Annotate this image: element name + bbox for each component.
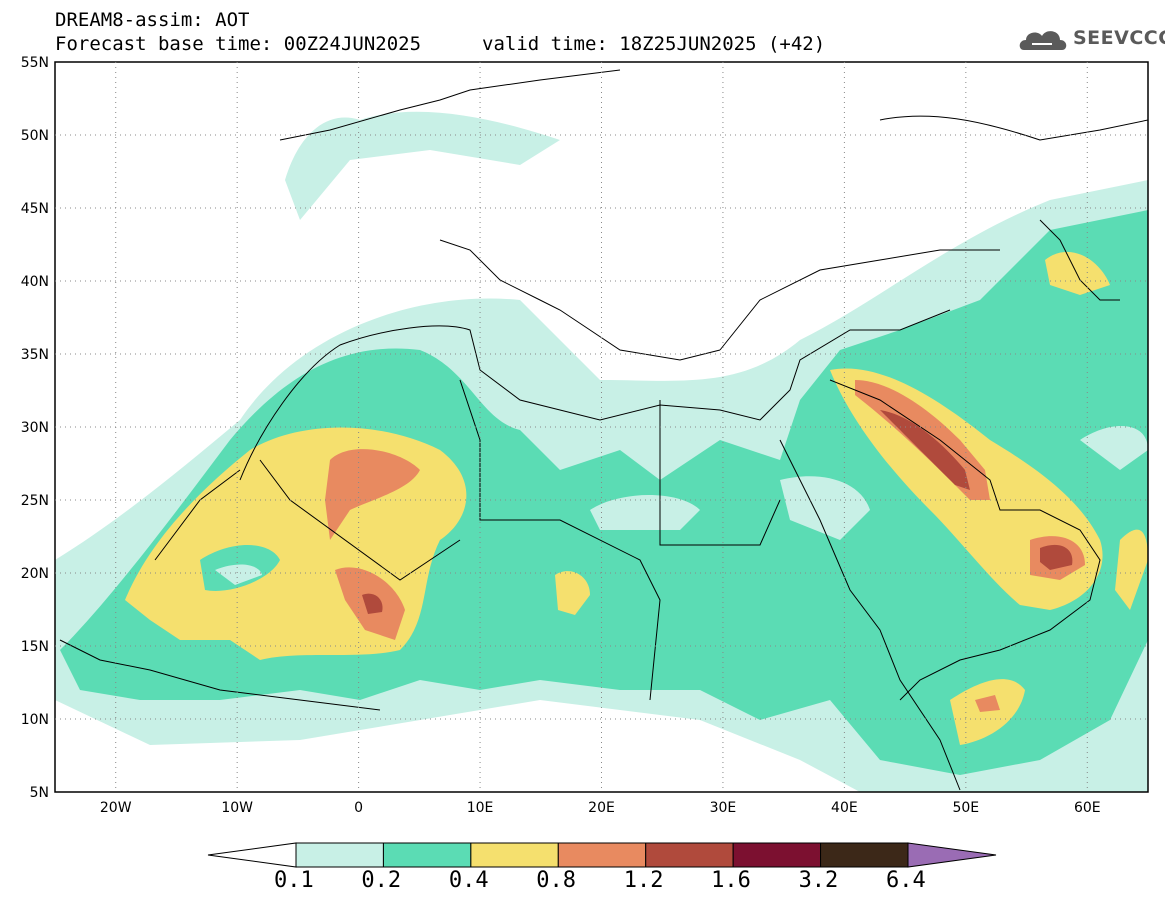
valid-time: valid time: 18Z25JUN2025 (+42) xyxy=(482,33,826,55)
forecast-base-time: Forecast base time: 00Z24JUN2025 xyxy=(55,33,422,55)
logo-text: SEEVCCC xyxy=(1073,27,1165,49)
lon-label: 60E xyxy=(1074,800,1101,816)
colorbar-bin xyxy=(732,842,822,868)
aot-band-0.4-chad xyxy=(555,571,590,615)
colorbar-bin xyxy=(295,842,384,868)
colorbar xyxy=(207,842,997,868)
lon-label: 0 xyxy=(354,800,363,816)
colorbar-upper-extend xyxy=(907,842,997,868)
aot-band-0.8-sahara xyxy=(325,449,420,540)
lat-label: 55N xyxy=(21,55,49,71)
lat-label: 25N xyxy=(21,493,49,509)
colorbar-label: 6.4 xyxy=(886,868,926,893)
colorbar-label: 0.2 xyxy=(361,868,402,893)
colorbar-lower-extend xyxy=(207,842,297,868)
colorbar-bin xyxy=(645,842,734,868)
cloud-icon xyxy=(1019,31,1067,50)
graticule xyxy=(55,62,1148,792)
longitude-labels: 20W 10W 0 10E 20E 30E 40E 50E 60E xyxy=(100,800,1101,816)
lon-label: 20W xyxy=(100,800,132,816)
colorbar-label: 1.2 xyxy=(623,868,664,893)
colorbar-label: 0.8 xyxy=(536,868,577,893)
colorbar-bin xyxy=(470,842,559,868)
aot-band-0.4-east xyxy=(1115,529,1148,610)
lat-label: 10N xyxy=(21,712,49,728)
colorbar-label: 0.1 xyxy=(274,868,314,893)
lon-label: 30E xyxy=(710,800,737,816)
map-title: DREAM8-assim: AOT xyxy=(55,9,250,31)
lon-label: 10E xyxy=(467,800,494,816)
lon-label: 50E xyxy=(952,800,979,816)
aot-band-0.8-somalia xyxy=(975,695,1000,712)
coastlines xyxy=(59,69,1148,791)
colorbar-bin xyxy=(557,842,647,868)
lat-label: 40N xyxy=(21,274,49,290)
lat-label: 30N xyxy=(21,420,49,436)
lat-label: 35N xyxy=(21,347,49,363)
lat-label: 45N xyxy=(21,201,49,217)
colorbar-label: 1.6 xyxy=(711,868,751,893)
colorbar-bin xyxy=(382,842,472,868)
colorbar-bin xyxy=(820,842,909,868)
lat-label: 20N xyxy=(21,566,49,582)
latitude-labels: 55N 50N 45N 40N 35N 30N 25N 20N 15N 10N 5N xyxy=(21,55,49,801)
lon-label: 40E xyxy=(831,800,858,816)
lon-label: 10W xyxy=(221,800,253,816)
lat-label: 50N xyxy=(21,128,49,144)
aot-band-0.4-somalia xyxy=(950,679,1025,745)
aot-band-0.1-north xyxy=(285,111,560,220)
lat-label: 5N xyxy=(30,785,49,801)
lat-label: 15N xyxy=(21,639,49,655)
colorbar-label: 0.4 xyxy=(448,868,489,893)
aot-band-0.4-caspian xyxy=(1045,251,1110,295)
aot-band-1.2 xyxy=(880,410,970,490)
colorbar-label: 3.2 xyxy=(798,868,839,893)
lon-label: 20E xyxy=(588,800,615,816)
